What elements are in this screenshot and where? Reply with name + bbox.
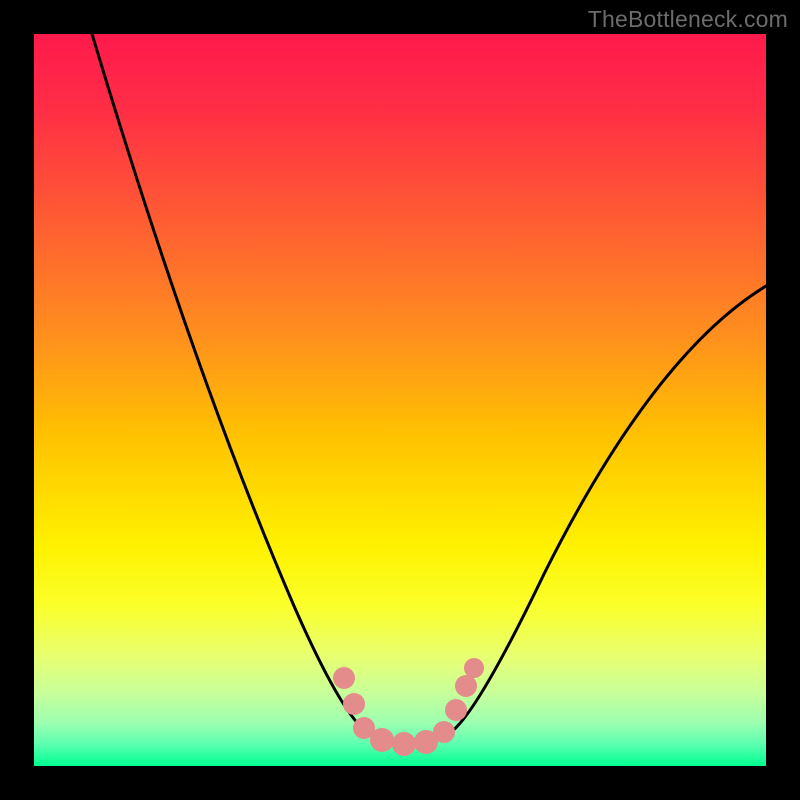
watermark-text: TheBottleneck.com: [588, 6, 788, 33]
plot-area: [34, 34, 766, 766]
valley-dot: [343, 693, 365, 715]
valley-dot: [370, 728, 394, 752]
bottleneck-curve: [34, 34, 766, 766]
chart-frame: TheBottleneck.com: [0, 0, 800, 800]
valley-dot: [455, 675, 477, 697]
curve-left: [92, 34, 414, 742]
valley-marker: [333, 658, 484, 756]
valley-dot: [464, 658, 484, 678]
valley-dot: [433, 721, 455, 743]
valley-dot: [392, 732, 416, 756]
valley-dot: [333, 667, 355, 689]
valley-dot: [445, 699, 467, 721]
